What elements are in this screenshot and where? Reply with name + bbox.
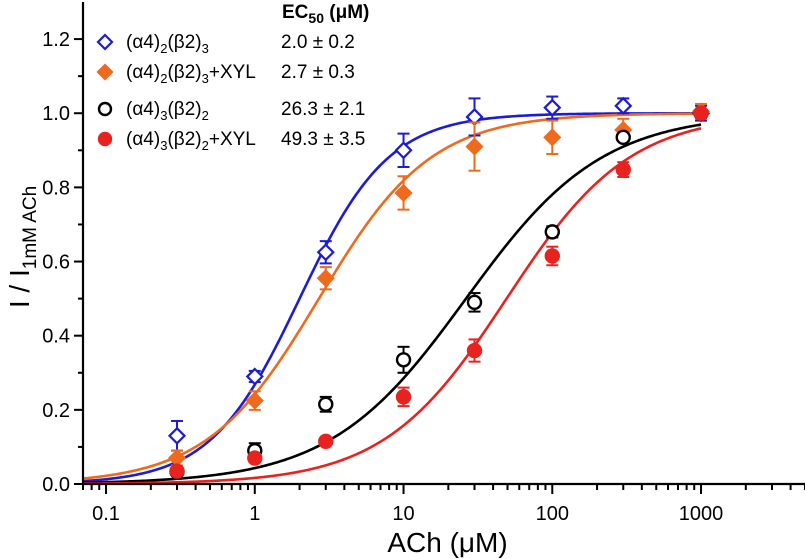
x-tick-label: 1 bbox=[249, 503, 260, 525]
x-tick-label: 0.1 bbox=[92, 503, 120, 525]
data-point bbox=[395, 352, 412, 368]
legend-entry: (α4)3(β2)2 bbox=[126, 99, 209, 123]
data-point bbox=[318, 433, 334, 450]
data-point bbox=[466, 294, 483, 311]
data-point bbox=[543, 128, 562, 147]
data-point bbox=[247, 450, 263, 466]
data-point bbox=[544, 224, 560, 240]
data-point bbox=[615, 129, 631, 146]
data-point bbox=[97, 101, 113, 117]
axes: 0.0 0.2 0.4 0.6 0.8 1.0 1.2 0.1 1 10 100 1000 ACh (μ… bbox=[4, 2, 805, 558]
ec50-value: 2.0 ± 0.2 bbox=[281, 32, 355, 53]
legend-header: EC50 (μM) bbox=[282, 2, 369, 26]
data-point bbox=[245, 367, 264, 386]
y-tick-label: 0.0 bbox=[42, 474, 70, 496]
x-tick-label: 100 bbox=[536, 503, 569, 525]
y-tick-label: 0.8 bbox=[42, 177, 70, 199]
data-point bbox=[615, 161, 631, 178]
data-point bbox=[614, 96, 633, 115]
data-point bbox=[693, 105, 709, 121]
fit-curves bbox=[82, 111, 702, 485]
data-point bbox=[544, 248, 560, 264]
fit-curve bbox=[82, 112, 702, 480]
data-point bbox=[543, 98, 562, 117]
data-point bbox=[97, 131, 113, 147]
legend-entry: (α4)3(β2)2+XYL bbox=[126, 129, 256, 153]
y-tick-label: 0.2 bbox=[42, 400, 70, 422]
data-point bbox=[96, 33, 114, 51]
legend-entry: (α4)2(β2)3 bbox=[126, 32, 209, 56]
data-point bbox=[96, 63, 114, 81]
x-axis-title: ACh (μM) bbox=[387, 527, 507, 558]
fit-curve bbox=[82, 111, 702, 483]
y-tick-label: 0.6 bbox=[42, 252, 70, 274]
data-points bbox=[167, 95, 711, 480]
data-point bbox=[466, 342, 483, 359]
data-point bbox=[245, 391, 264, 410]
fit-curve bbox=[82, 123, 702, 484]
fit-curve bbox=[82, 127, 702, 485]
data-point bbox=[394, 183, 413, 203]
y-tick-label: 0.4 bbox=[42, 326, 70, 348]
x-tick-label: 10 bbox=[392, 503, 414, 525]
y-tick-label: 1.0 bbox=[42, 103, 70, 125]
y-axis-title: I / I1mM ACh bbox=[4, 186, 41, 308]
data-point bbox=[465, 137, 484, 156]
data-point bbox=[394, 141, 413, 160]
ec50-value: 49.3 ± 3.5 bbox=[281, 129, 365, 150]
data-point bbox=[169, 463, 185, 479]
ec50-value: 2.7 ± 0.3 bbox=[281, 62, 355, 83]
legend: EC50 (μM) (α4)2(β2)3 2.0 ± 0.2 (α4)2(β2)3+X… bbox=[96, 2, 369, 153]
data-point bbox=[316, 269, 335, 288]
data-point bbox=[167, 426, 187, 445]
data-point bbox=[316, 243, 335, 262]
data-point bbox=[318, 396, 334, 412]
data-point bbox=[395, 389, 412, 405]
ec50-value: 26.3 ± 2.1 bbox=[281, 99, 365, 120]
x-tick-label: 1000 bbox=[679, 503, 724, 525]
legend-entry: (α4)2(β2)3+XYL bbox=[126, 62, 256, 86]
y-tick-label: 1.2 bbox=[42, 29, 70, 51]
